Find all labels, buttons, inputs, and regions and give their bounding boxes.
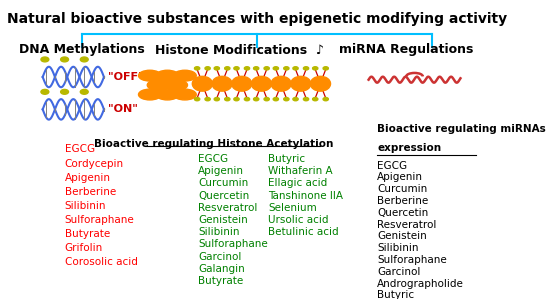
Text: Curcumin: Curcumin (198, 179, 248, 188)
Ellipse shape (139, 70, 161, 81)
Ellipse shape (271, 76, 291, 91)
Ellipse shape (212, 76, 232, 91)
Circle shape (80, 57, 88, 62)
Text: EGCG: EGCG (198, 154, 228, 164)
Text: DNA Methylations: DNA Methylations (19, 43, 145, 57)
Text: Butyrate: Butyrate (198, 276, 243, 286)
Text: Resveratrol: Resveratrol (377, 220, 437, 230)
Text: Betulinic acid: Betulinic acid (268, 227, 339, 237)
Text: Apigenin: Apigenin (64, 173, 111, 183)
Text: Genistein: Genistein (377, 231, 427, 242)
Circle shape (205, 67, 210, 70)
Text: Quercetin: Quercetin (377, 208, 428, 218)
Text: Sulforaphane: Sulforaphane (198, 239, 268, 249)
Circle shape (60, 57, 69, 62)
Circle shape (293, 67, 298, 70)
Text: Corosolic acid: Corosolic acid (64, 257, 138, 267)
Ellipse shape (156, 89, 179, 100)
Circle shape (41, 89, 49, 94)
Circle shape (234, 97, 239, 101)
Text: Butyric: Butyric (377, 290, 415, 299)
Text: Quercetin: Quercetin (198, 190, 249, 201)
Text: Silibinin: Silibinin (377, 243, 419, 253)
Ellipse shape (192, 76, 212, 91)
Circle shape (205, 97, 210, 101)
Circle shape (264, 67, 270, 70)
Circle shape (60, 89, 69, 94)
Text: Tanshinone IIA: Tanshinone IIA (268, 190, 343, 201)
Ellipse shape (310, 76, 331, 91)
Circle shape (304, 97, 309, 101)
Text: Cordycepin: Cordycepin (64, 158, 124, 169)
Ellipse shape (139, 89, 161, 100)
Circle shape (80, 89, 88, 94)
Circle shape (254, 97, 259, 101)
Circle shape (244, 67, 250, 70)
Text: Resveratrol: Resveratrol (198, 203, 257, 213)
Ellipse shape (232, 76, 252, 91)
Circle shape (273, 97, 278, 101)
Text: Apigenin: Apigenin (198, 166, 244, 176)
Text: Bioactive regulating Histone Acetylation: Bioactive regulating Histone Acetylation (94, 139, 333, 149)
Text: Andrographolide: Andrographolide (377, 279, 464, 289)
Text: Garcinol: Garcinol (198, 252, 241, 262)
Circle shape (214, 67, 219, 70)
Circle shape (293, 97, 298, 101)
Text: Bioactive regulating miRNAs: Bioactive regulating miRNAs (377, 124, 546, 134)
Text: Apigenin: Apigenin (377, 173, 424, 182)
Text: Natural bioactive substances with epigenetic modifying activity: Natural bioactive substances with epigen… (7, 12, 507, 26)
Text: Withaferin A: Withaferin A (268, 166, 333, 176)
Circle shape (254, 67, 259, 70)
Text: Berberine: Berberine (377, 196, 428, 206)
Text: miRNA Regulations: miRNA Regulations (339, 43, 473, 57)
Circle shape (312, 67, 318, 70)
Circle shape (323, 97, 328, 101)
Ellipse shape (291, 76, 311, 91)
Circle shape (214, 97, 219, 101)
Circle shape (304, 67, 309, 70)
Text: Genistein: Genistein (198, 215, 248, 225)
Circle shape (323, 67, 328, 70)
Text: Grifolin: Grifolin (64, 243, 103, 253)
Ellipse shape (147, 80, 170, 91)
Circle shape (244, 97, 250, 101)
Text: Garcinol: Garcinol (377, 267, 421, 277)
Text: Silibinin: Silibinin (64, 201, 106, 211)
Text: "ON": "ON" (108, 104, 138, 115)
Circle shape (284, 97, 289, 101)
Ellipse shape (165, 80, 188, 91)
Text: Butyric: Butyric (268, 154, 305, 164)
Ellipse shape (173, 89, 196, 100)
Text: Silibinin: Silibinin (198, 227, 239, 237)
Circle shape (264, 97, 270, 101)
Text: Ursolic acid: Ursolic acid (268, 215, 328, 225)
Circle shape (195, 67, 200, 70)
Circle shape (284, 67, 289, 70)
Text: Ellagic acid: Ellagic acid (268, 179, 327, 188)
Text: Berberine: Berberine (64, 187, 116, 197)
Text: Sulforaphane: Sulforaphane (64, 215, 134, 225)
Circle shape (41, 57, 49, 62)
Ellipse shape (173, 70, 196, 81)
Text: Curcumin: Curcumin (377, 184, 427, 194)
Text: "OFF": "OFF" (108, 72, 144, 82)
Text: Selenium: Selenium (268, 203, 317, 213)
Text: Histone Modifications  ♪: Histone Modifications ♪ (155, 43, 324, 57)
Text: EGCG: EGCG (377, 161, 408, 171)
Text: Galangin: Galangin (198, 264, 245, 274)
Text: EGCG: EGCG (64, 144, 95, 155)
Circle shape (225, 67, 230, 70)
Circle shape (312, 97, 318, 101)
Circle shape (225, 97, 230, 101)
Ellipse shape (251, 76, 272, 91)
Ellipse shape (156, 70, 179, 81)
Circle shape (273, 67, 278, 70)
Text: expression: expression (377, 143, 442, 153)
Text: Butyrate: Butyrate (64, 229, 110, 239)
Text: Sulforaphane: Sulforaphane (377, 255, 447, 265)
Circle shape (195, 97, 200, 101)
Circle shape (234, 67, 239, 70)
